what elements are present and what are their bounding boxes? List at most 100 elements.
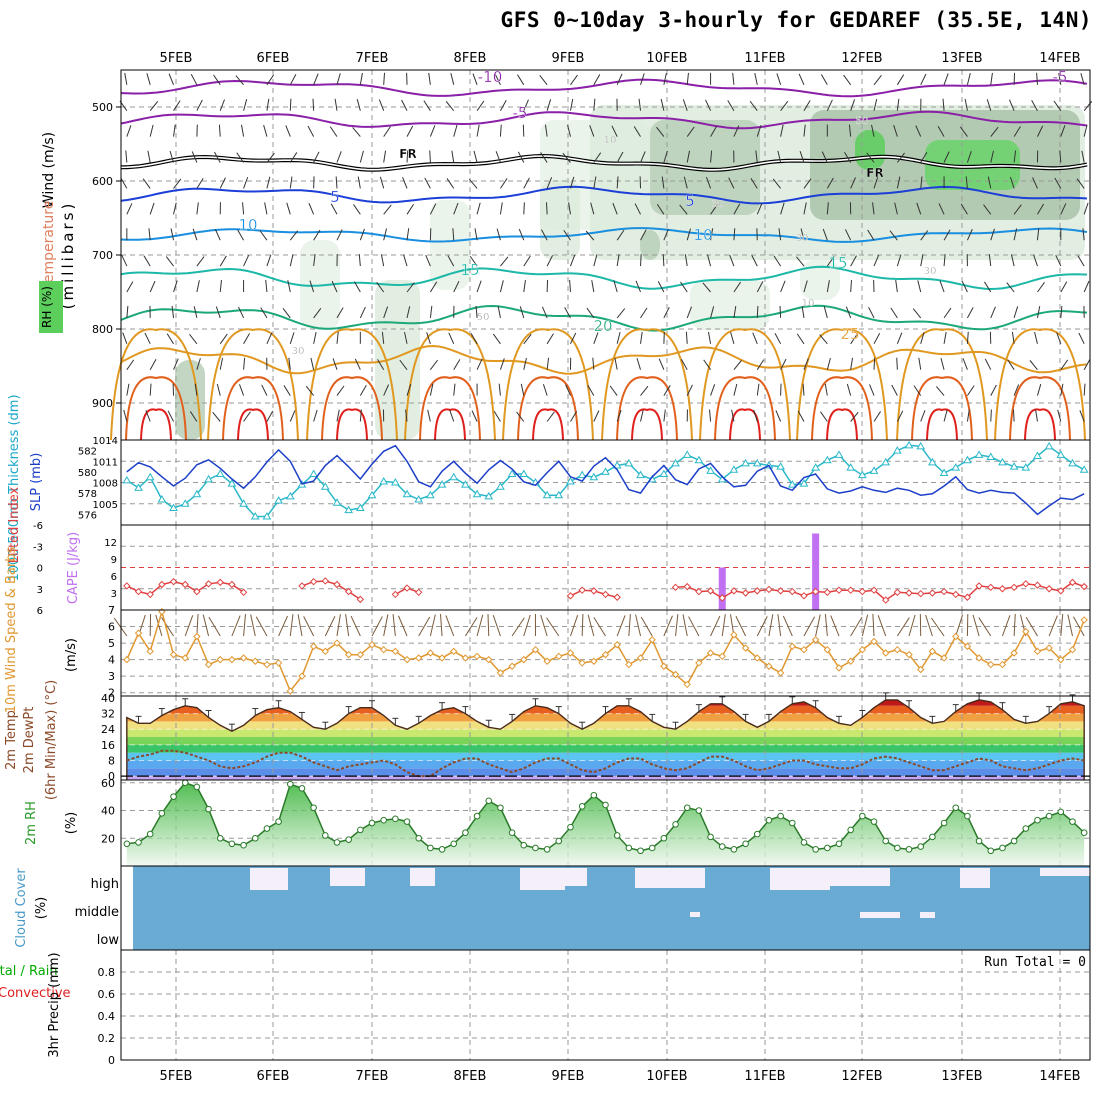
date-label-top-4: 9FEB xyxy=(552,51,585,66)
rh-series-marker xyxy=(533,845,539,851)
upper-wind-barb xyxy=(330,127,337,137)
upper-wind-barb xyxy=(424,101,431,111)
contour-label-18: 30 xyxy=(292,346,305,357)
upper-wind-barb xyxy=(519,229,523,240)
upper-wind-barb xyxy=(166,257,173,267)
axis-title-wind: Wind (m/s) xyxy=(41,132,57,208)
upper-wind-barb xyxy=(547,358,548,370)
upper-wind-barb xyxy=(172,306,173,318)
precip-tick-3: 0.2 xyxy=(98,1032,116,1045)
upper-wind-barb xyxy=(1037,384,1040,396)
rh-series-marker xyxy=(299,786,305,792)
date-label-bottom-1: 6FEB xyxy=(257,1069,290,1084)
contour-35-bump-7 xyxy=(812,377,872,440)
contour-35-bump-6 xyxy=(715,377,775,440)
rh-series-marker xyxy=(276,819,282,825)
upper-wind-barb xyxy=(967,73,970,85)
upper-wind-barb xyxy=(220,280,221,292)
contour-label-5: 5 xyxy=(330,188,340,206)
cloud-gap-4 xyxy=(565,868,587,886)
upper-wind-barb xyxy=(360,151,363,163)
wind10-series-marker xyxy=(311,643,317,649)
wind-tick-0: 7 xyxy=(108,604,115,617)
upper-wind-barb xyxy=(1061,282,1067,292)
upper-wind-barb xyxy=(150,384,151,396)
contour-40-bump-9 xyxy=(1025,409,1055,440)
upper-wind-barb xyxy=(896,280,898,292)
rh-series-marker xyxy=(1000,845,1006,851)
upper-wind-barb xyxy=(125,73,127,85)
wind10-barb xyxy=(488,614,489,636)
axis-title-rh: RH (%) xyxy=(40,286,54,328)
upper-wind-barb xyxy=(500,178,507,188)
upper-wind-barb xyxy=(244,358,245,370)
upper-wind-barb xyxy=(757,384,759,396)
rh-series-marker xyxy=(264,826,270,832)
precip-panel-frame xyxy=(121,950,1090,1060)
upper-wind-barb xyxy=(477,203,480,215)
upper-wind-barb xyxy=(283,308,290,318)
axis-title-wind10: 10m Wind Speed & Barbs xyxy=(4,547,19,714)
lifted-index-series-marker xyxy=(999,586,1005,592)
upper-wind-barb xyxy=(407,204,414,214)
rh-series-marker xyxy=(194,784,200,790)
temp-band-1 xyxy=(121,768,1090,776)
upper-wind-barb xyxy=(239,307,244,318)
rh-series-marker xyxy=(871,819,877,825)
upper-wind-barb xyxy=(733,73,734,85)
upper-wind-barb xyxy=(189,334,196,343)
contour-label-6: 5 xyxy=(685,192,695,210)
rh-series-marker xyxy=(731,847,737,853)
upper-wind-barb xyxy=(308,126,314,137)
upper-wind-barb xyxy=(430,151,431,163)
cloud-gap-5 xyxy=(635,868,705,888)
precip-tick-4: 0 xyxy=(108,1054,115,1067)
upper-wind-barb xyxy=(851,358,853,370)
date-label-top-6: 11FEB xyxy=(744,51,785,66)
temp-band-4 xyxy=(121,745,1090,753)
wind10-barb xyxy=(430,615,435,636)
upper-wind-barb xyxy=(446,101,454,110)
wind10-barb xyxy=(711,616,720,636)
wind10-series-marker xyxy=(451,648,457,654)
lifted-index-series-marker xyxy=(859,589,865,595)
thickness-series-marker xyxy=(684,451,691,457)
upper-wind-barb xyxy=(776,410,781,421)
upper-wind-barb xyxy=(126,151,127,163)
upper-wind-barb xyxy=(664,73,666,85)
upper-wind-barb xyxy=(897,358,898,370)
lifted-index-series-marker xyxy=(743,590,749,596)
upper-wind-barb xyxy=(472,411,477,422)
upper-wind-barb xyxy=(244,333,250,343)
upper-wind-barb xyxy=(220,99,224,110)
upper-wind-barb xyxy=(477,101,484,111)
upper-wind-barb xyxy=(1037,73,1038,85)
lifted-index-series-marker xyxy=(824,589,830,595)
upper-wind-barb xyxy=(500,125,501,137)
contour-label-19: 10 xyxy=(802,298,815,309)
upper-wind-barb xyxy=(847,384,850,396)
upper-wind-barb xyxy=(473,74,477,85)
upper-wind-barb xyxy=(984,282,990,292)
rh-series-marker xyxy=(334,840,340,846)
wind10-series-marker xyxy=(778,670,784,676)
upper-wind-barb xyxy=(290,177,292,189)
wind10-barb xyxy=(197,614,198,636)
upper-wind-barb xyxy=(220,256,226,266)
contour-label-3: FR xyxy=(399,147,416,161)
upper-wind-barb xyxy=(663,254,664,266)
upper-wind-barb xyxy=(215,229,220,240)
upper-wind-barb xyxy=(290,74,296,85)
upper-wind-barb xyxy=(543,384,547,395)
upper-wind-barb xyxy=(1014,306,1018,317)
upper-wind-barb xyxy=(197,178,203,188)
upper-wind-barb xyxy=(500,280,503,292)
slp-tick-2: 1008 xyxy=(93,479,118,490)
wind10-series-marker xyxy=(474,653,480,659)
wind10-barb xyxy=(778,614,781,636)
axis-title-cloud: Cloud Cover xyxy=(14,868,29,948)
wind10-barb xyxy=(398,616,407,636)
rh-shade-10 xyxy=(540,180,580,260)
upper-wind-barb xyxy=(429,73,431,85)
